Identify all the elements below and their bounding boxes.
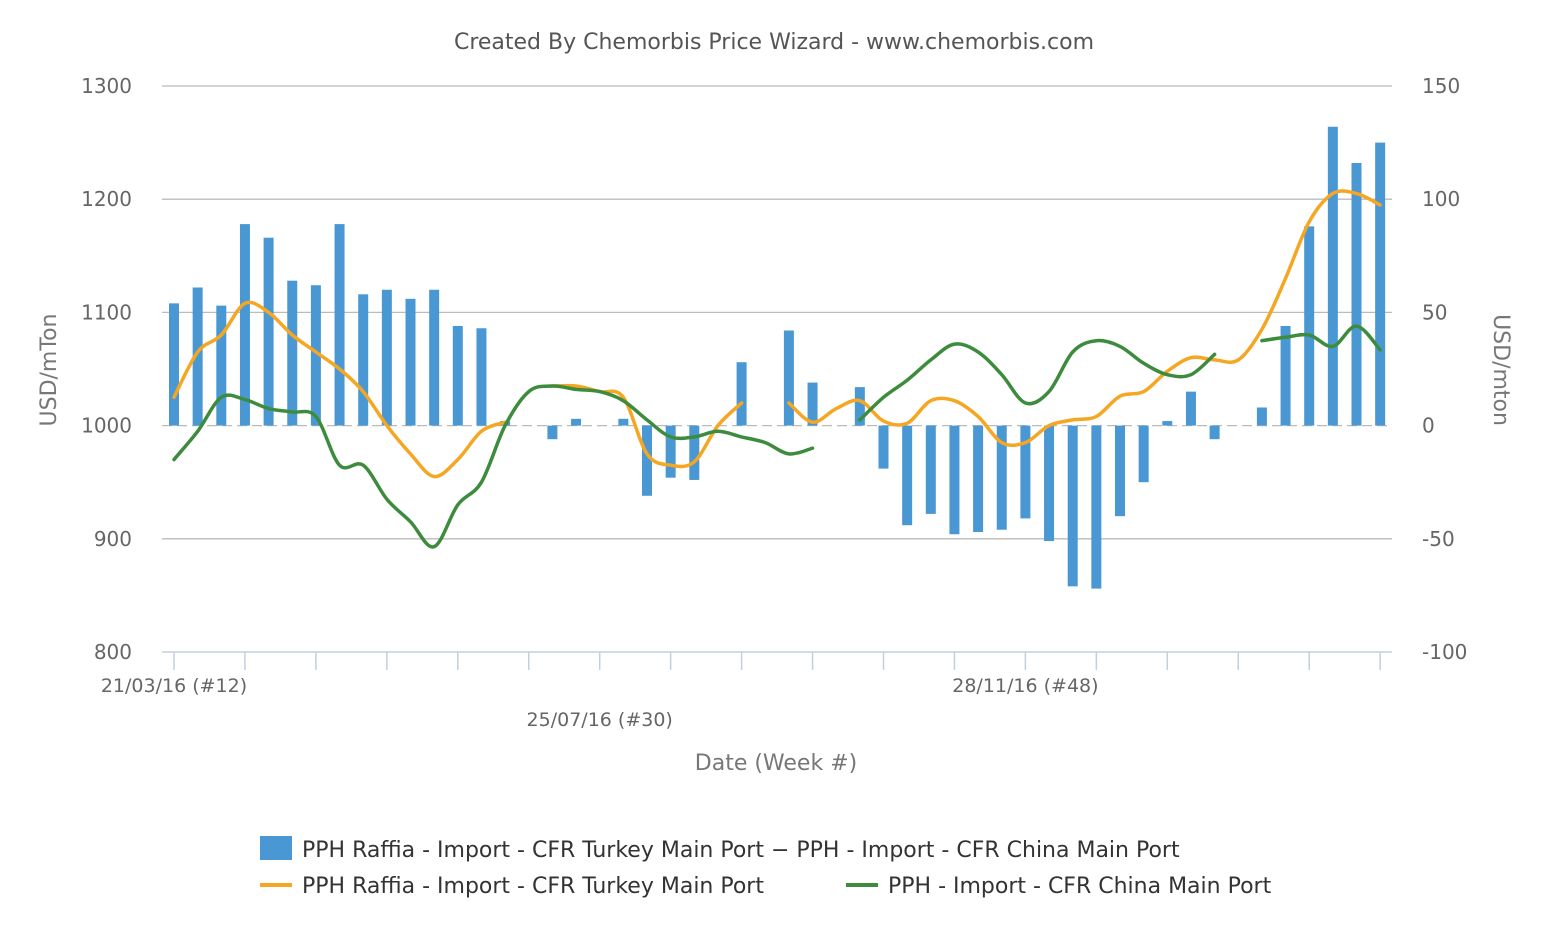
- bar: [476, 328, 487, 426]
- bar: [1115, 425, 1125, 517]
- bar: [783, 330, 794, 426]
- bar: [287, 280, 298, 426]
- bar: [1351, 162, 1362, 426]
- x-tick-label: 21/03/16 (#12): [101, 675, 247, 697]
- bar: [334, 224, 345, 426]
- y-left-tick-label: 900: [94, 527, 132, 551]
- line-china: [1260, 324, 1382, 352]
- y-left-tick-label: 800: [94, 640, 132, 664]
- y-axis-left-title: USD/mTon: [37, 314, 62, 427]
- y-right-tick-label: -100: [1422, 640, 1467, 664]
- bar: [618, 418, 629, 426]
- legend-label-bar: PPH Raffia - Import - CFR Turkey Main Po…: [302, 838, 1180, 863]
- line-china: [172, 384, 815, 549]
- bar: [239, 224, 250, 426]
- bar: [1091, 425, 1102, 589]
- bar: [925, 425, 936, 514]
- bar: [263, 237, 274, 426]
- y-right-tick-label: -50: [1422, 527, 1455, 551]
- bar: [1067, 425, 1078, 587]
- bar: [1162, 421, 1173, 426]
- y-right-tick-label: 50: [1422, 300, 1447, 324]
- y-left-tick-label: 1300: [81, 74, 132, 98]
- bar: [429, 289, 440, 426]
- bar: [878, 425, 889, 469]
- chart-title: Created By Chemorbis Price Wizard - www.…: [454, 30, 1094, 55]
- y-left-tick-label: 1200: [81, 187, 132, 211]
- bar: [902, 425, 913, 526]
- line-turkey: [550, 383, 744, 469]
- bar: [169, 303, 179, 426]
- bar-series: [169, 126, 1386, 589]
- line-china: [858, 338, 1217, 422]
- bar: [216, 305, 227, 426]
- line-turkey: [172, 300, 507, 479]
- bar: [571, 418, 582, 426]
- bar: [1185, 391, 1196, 426]
- bar: [1020, 425, 1031, 519]
- bar: [642, 425, 652, 496]
- y-left-tick-label: 1100: [81, 300, 132, 324]
- y-right-tick-label: 100: [1422, 187, 1460, 211]
- y-left-tick-label: 1000: [81, 414, 132, 438]
- bar: [1375, 142, 1386, 426]
- bar: [1280, 325, 1291, 426]
- bar: [854, 387, 865, 426]
- x-tick-label: 25/07/16 (#30): [527, 709, 673, 731]
- bar: [1209, 425, 1220, 440]
- bar: [405, 298, 416, 426]
- legend-swatch-bar: [260, 836, 292, 860]
- bar: [1138, 425, 1149, 483]
- bar: [689, 425, 700, 480]
- bar: [807, 382, 818, 426]
- bar: [665, 425, 676, 478]
- bar: [996, 425, 1007, 530]
- bar: [973, 425, 984, 533]
- bar: [452, 325, 463, 426]
- legend: PPH Raffia - Import - CFR Turkey Main Po…: [260, 836, 1272, 899]
- grid-lines: [162, 85, 1392, 540]
- line-series: [172, 189, 1382, 549]
- bar: [1044, 425, 1055, 542]
- bar: [1304, 226, 1315, 426]
- x-tick-label: 28/11/16 (#48): [952, 675, 1098, 697]
- line-turkey: [787, 189, 1382, 448]
- bar: [358, 294, 369, 426]
- bar: [547, 425, 558, 440]
- bar: [192, 287, 203, 426]
- bar: [1327, 126, 1338, 426]
- x-axis-title: Date (Week #): [695, 751, 857, 776]
- axes: 1300 150 1200 100 1100 50 1000 0 900 -50 800 -100 21…: [81, 74, 1467, 731]
- bar: [736, 362, 747, 426]
- y-right-tick-label: 150: [1422, 74, 1460, 98]
- bar: [310, 285, 321, 426]
- legend-label-china: PPH - Import - CFR China Main Port: [888, 874, 1272, 899]
- y-axis-right-title: USD/mton: [1488, 314, 1513, 426]
- bar: [949, 425, 960, 535]
- y-right-tick-label: 0: [1422, 414, 1435, 438]
- bar: [1256, 407, 1267, 426]
- bar: [381, 289, 392, 426]
- legend-label-turkey: PPH Raffia - Import - CFR Turkey Main Po…: [302, 874, 764, 899]
